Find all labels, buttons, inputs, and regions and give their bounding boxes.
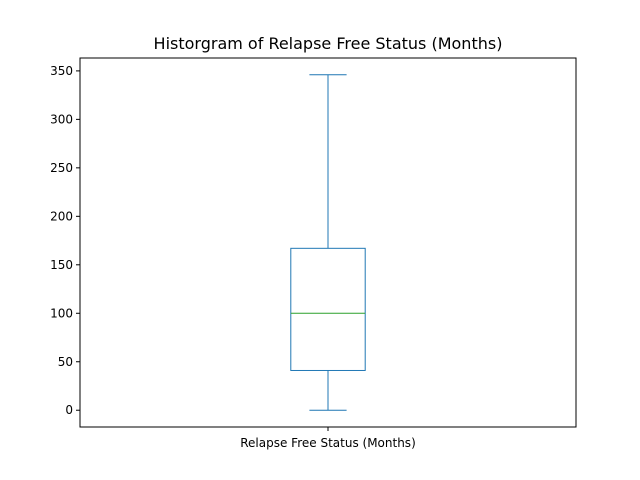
plot-area-frame [79,57,577,428]
chart-title: Historgram of Relapse Free Status (Month… [154,34,503,53]
y-tick-label: 300 [50,112,73,126]
x-axis-ticks: Relapse Free Status (Months) [240,427,416,450]
y-axis-ticks: 0 50 100 150 200 250 300 350 [50,64,80,417]
box-series [290,74,366,411]
y-tick-label: 350 [50,64,73,78]
y-tick-label: 200 [50,209,73,223]
y-tick-label: 250 [50,161,73,175]
x-tick-label: Relapse Free Status (Months) [240,436,416,450]
y-tick-label: 50 [58,355,73,369]
y-tick-label: 150 [50,258,73,272]
y-tick-label: 0 [65,403,73,417]
interquartile-box [290,247,366,371]
y-tick-label: 100 [50,306,73,320]
